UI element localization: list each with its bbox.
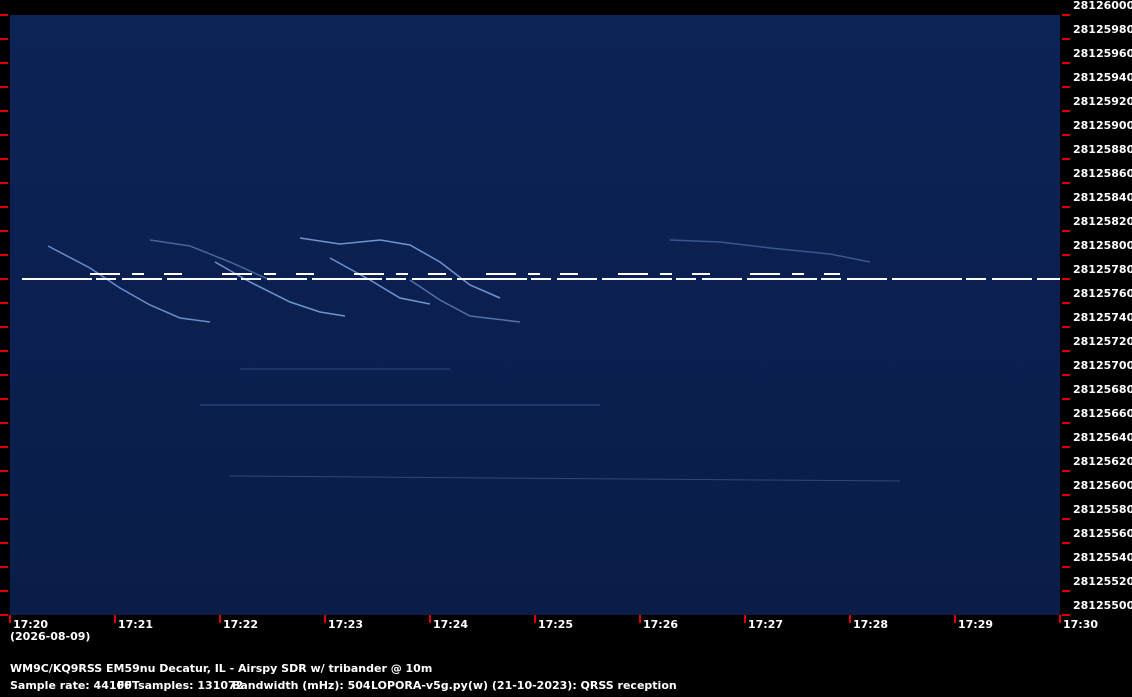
x-tick-label: 17:26 (643, 618, 678, 631)
y-tick-label: 28125640 (1073, 431, 1132, 444)
y-tick-label: 28125960 (1073, 47, 1132, 60)
x-tick-label: 17:28 (853, 618, 888, 631)
sample-rate: Sample rate: 44100 (10, 679, 132, 692)
y-tick-label: 28125780 (1073, 263, 1132, 276)
y-tick-label: 28125540 (1073, 551, 1132, 564)
software: LOPORA-v5g.py(w) (21-10-2023): QRSS rece… (371, 679, 677, 692)
y-tick-label: 28125760 (1073, 287, 1132, 300)
y-tick-label: 28125680 (1073, 383, 1132, 396)
y-tick-label: 28125820 (1073, 215, 1132, 228)
y-tick-label: 28125720 (1073, 335, 1132, 348)
y-tick-label: 28125660 (1073, 407, 1132, 420)
y-tick-label: 28125920 (1073, 95, 1132, 108)
fft-samples: FFTsamples: 131072 (117, 679, 243, 692)
y-tick-label: 28125800 (1073, 239, 1132, 252)
y-tick-label: 28125880 (1073, 143, 1132, 156)
y-tick-label: 28125840 (1073, 191, 1132, 204)
y-tick-label: 28125860 (1073, 167, 1132, 180)
y-tick-label: 28125520 (1073, 575, 1132, 588)
y-tick-label: 28125940 (1073, 71, 1132, 84)
x-tick-label: 17:27 (748, 618, 783, 631)
x-tick-label: 17:21 (118, 618, 153, 631)
y-tick-label: 28125600 (1073, 479, 1132, 492)
x-tick-label: 17:25 (538, 618, 573, 631)
x-tick-label: 17:20 (13, 618, 48, 631)
date-label: (2026-08-09) (10, 630, 90, 643)
y-tick-label: 28125580 (1073, 503, 1132, 516)
x-tick-label: 17:24 (433, 618, 468, 631)
y-tick-label: 28125560 (1073, 527, 1132, 540)
y-tick-label: 28125700 (1073, 359, 1132, 372)
station-info: WM9C/KQ9RSS EM59nu Decatur, IL - Airspy … (10, 662, 432, 675)
signal-traces (47, 237, 901, 482)
y-tick-label: 28125900 (1073, 119, 1132, 132)
y-tick-label: 28125620 (1073, 455, 1132, 468)
x-tick-label: 17:30 (1063, 618, 1098, 631)
y-tick-label: 28126000 (1073, 0, 1132, 12)
y-tick-label: 28125740 (1073, 311, 1132, 324)
x-tick-label: 17:22 (223, 618, 258, 631)
y-tick-label: 28125980 (1073, 23, 1132, 36)
waterfall (10, 15, 1060, 615)
y-tick-label: 28125500 (1073, 599, 1132, 612)
bandwidth: Bandwidth (mHz): 504 (232, 679, 371, 692)
x-tick-label: 17:29 (958, 618, 993, 631)
x-tick-label: 17:23 (328, 618, 363, 631)
